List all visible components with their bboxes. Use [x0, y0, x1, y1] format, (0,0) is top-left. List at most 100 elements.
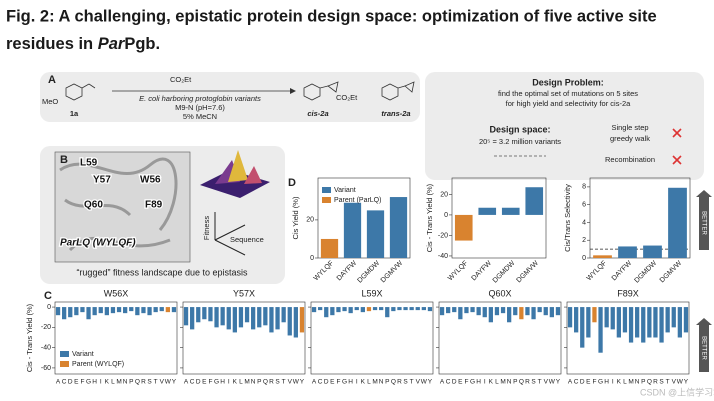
- x-tick-label: I: [100, 379, 102, 386]
- bar: [86, 307, 91, 320]
- plot-frame: [566, 301, 690, 375]
- plot-frame: [310, 301, 434, 375]
- x-tick-label: V: [544, 379, 549, 386]
- bar: [665, 307, 670, 333]
- y-tick-label: 0: [582, 255, 586, 262]
- x-tick-label: K: [617, 379, 622, 386]
- x-tick-label: G: [470, 379, 475, 386]
- residue-label: L59: [80, 158, 98, 169]
- bar: [251, 307, 256, 330]
- y-tick-label: 4: [582, 219, 586, 226]
- compound-label: trans-2a: [381, 109, 410, 118]
- reagent: CO₂Et: [170, 75, 192, 84]
- bar: [360, 307, 365, 313]
- bar: [668, 187, 687, 258]
- better-label: BETTER: [700, 211, 706, 235]
- bar: [366, 307, 372, 312]
- condition: E. coli harboring protoglobin variants: [139, 94, 261, 103]
- bar: [494, 307, 500, 316]
- bar: [141, 307, 146, 314]
- method: Recombination: [605, 155, 655, 164]
- x-tick-label: W: [421, 379, 428, 386]
- x-tick-label: P: [129, 379, 133, 386]
- better-arrow-head: [696, 318, 712, 325]
- bar: [415, 307, 420, 311]
- bar: [232, 307, 237, 333]
- x-tick-label: E: [74, 379, 79, 386]
- bar: [618, 246, 637, 258]
- x-tick-label: Y: [684, 379, 689, 386]
- substituent: CO₂Et: [336, 93, 358, 102]
- bar: [641, 307, 646, 343]
- bar: [135, 307, 140, 316]
- y-tick-label: 0: [444, 212, 448, 219]
- better-label: BETTER: [700, 336, 706, 360]
- x-tick-label: S: [147, 379, 152, 386]
- x-tick-label: P: [641, 379, 645, 386]
- bar: [525, 307, 530, 316]
- bar: [507, 307, 512, 323]
- bar: [586, 307, 591, 338]
- x-tick-label: C: [62, 379, 67, 386]
- bar: [147, 307, 152, 316]
- x-tick-label: M: [372, 379, 377, 386]
- bar: [519, 307, 524, 320]
- plot-frame: [589, 177, 691, 259]
- x-tick-label: I: [612, 379, 614, 386]
- x-tick-label: T: [410, 379, 414, 386]
- x-tick-label: N: [251, 379, 256, 386]
- x-tick-label: W: [677, 379, 684, 386]
- x-tick-label: D: [452, 379, 457, 386]
- bar: [320, 238, 339, 258]
- bar: [454, 214, 473, 241]
- bar: [683, 307, 689, 333]
- plot-frame: [54, 301, 178, 375]
- title-part: Pgb.: [124, 35, 160, 53]
- y-tick-label: 20: [306, 217, 314, 224]
- x-tick-label: C: [318, 379, 323, 386]
- x-tick-label: S: [275, 379, 280, 386]
- x-tick-label: K: [233, 379, 238, 386]
- x-tick-label: L: [239, 379, 243, 386]
- molecule: [65, 81, 415, 101]
- bar: [153, 307, 158, 313]
- watermark: CSDN @上信学习笔记1: [640, 386, 714, 397]
- title: residues in ParPgb.: [6, 35, 160, 53]
- x-tick-label: A: [184, 379, 189, 386]
- legend-swatch: [322, 187, 331, 193]
- bar: [311, 307, 317, 313]
- x-tick-label: L: [111, 379, 115, 386]
- x-tick-label: V: [672, 379, 677, 386]
- bar: [643, 245, 662, 258]
- text: 20⁵ = 3.2 million variants: [479, 137, 561, 146]
- x-tick-label: M: [628, 379, 633, 386]
- bar: [129, 307, 134, 312]
- bar: [409, 307, 414, 311]
- bar: [342, 307, 347, 312]
- x-tick-label: H: [348, 379, 353, 386]
- heading: Design Problem:: [532, 77, 604, 87]
- y-axis-label: Cis/Trans Selectivity: [563, 184, 572, 252]
- bar: [293, 307, 298, 338]
- x-tick-label: K: [105, 379, 110, 386]
- bar: [379, 307, 384, 311]
- bar: [482, 307, 487, 318]
- method: Single step: [611, 123, 648, 132]
- arrow-head: [290, 88, 296, 94]
- bar: [92, 307, 97, 316]
- x-tick-label: G: [598, 379, 603, 386]
- legend-label: Parent (ParLQ): [334, 197, 381, 204]
- bar: [196, 307, 201, 323]
- y-tick-label: 6: [582, 202, 586, 209]
- x-tick-label: H: [220, 379, 225, 386]
- x-tick-label: L: [623, 379, 627, 386]
- bar: [269, 307, 274, 333]
- bar: [281, 307, 286, 323]
- cross-icon: [672, 128, 682, 165]
- plot-frame: [451, 177, 547, 259]
- bar: [372, 307, 378, 311]
- bar: [159, 307, 164, 312]
- bar: [403, 307, 408, 311]
- bar: [677, 307, 682, 338]
- x-tick-label: D: [68, 379, 73, 386]
